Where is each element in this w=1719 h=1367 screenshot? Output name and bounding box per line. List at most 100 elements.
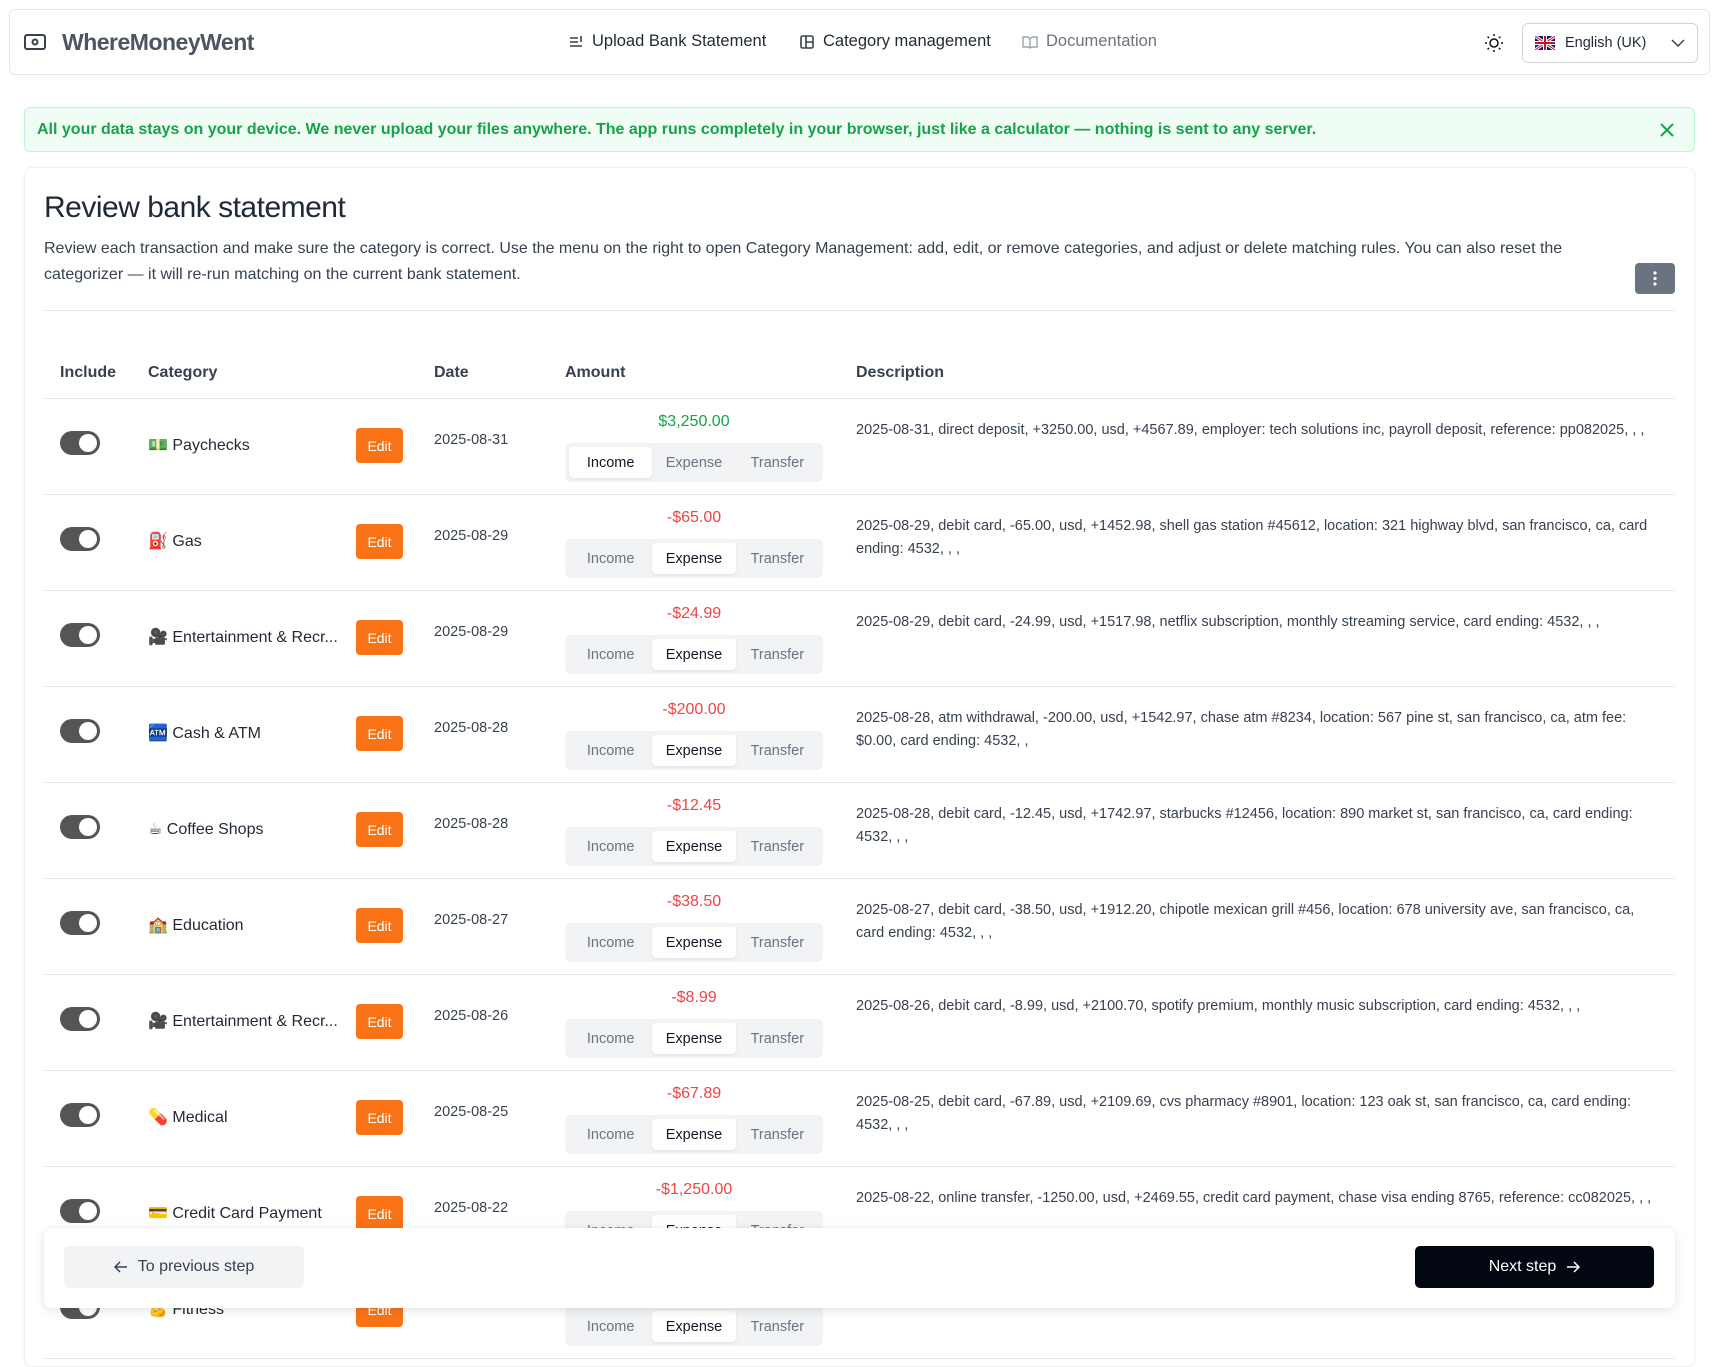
include-toggle[interactable] <box>60 719 100 743</box>
description: 2025-08-28, debit card, -12.45, usd, +17… <box>856 806 1633 845</box>
amount: $3,250.00 <box>658 413 730 430</box>
column-header: Category <box>148 364 218 381</box>
edit-button[interactable]: Edit <box>356 812 403 847</box>
type-option[interactable]: Income <box>586 1318 635 1335</box>
type-option[interactable]: Income <box>569 447 653 478</box>
include-toggle[interactable] <box>60 431 100 455</box>
column-header: Description <box>856 364 945 381</box>
type-option[interactable]: Transfer <box>750 1030 805 1047</box>
amount: -$65.00 <box>666 509 722 526</box>
amount: -$24.99 <box>666 605 722 622</box>
include-toggle[interactable] <box>60 1007 100 1031</box>
footer-bar: To previous step Next step <box>44 1228 1675 1308</box>
button-text: Next step <box>1488 1258 1557 1275</box>
type-option[interactable]: Expense <box>652 735 736 766</box>
type-option[interactable]: Expense <box>652 543 736 574</box>
row-line <box>44 1166 1675 1167</box>
date: 2025-08-31 <box>434 432 509 448</box>
type-option[interactable]: Transfer <box>750 646 805 663</box>
row-line <box>44 590 1675 591</box>
menu-button[interactable] <box>1635 263 1675 294</box>
type-option[interactable]: Transfer <box>750 550 805 567</box>
type-option[interactable]: Transfer <box>750 1126 805 1143</box>
category: 💵 Paychecks <box>148 435 250 455</box>
chevron <box>1671 39 1685 48</box>
include-toggle[interactable] <box>60 815 100 839</box>
include-toggle[interactable] <box>60 1103 100 1127</box>
type-option[interactable]: Transfer <box>750 742 805 759</box>
row-line <box>44 686 1675 687</box>
include-toggle[interactable] <box>60 527 100 551</box>
type-option[interactable]: Income <box>586 646 635 663</box>
type-selector: Income Expense Transfer <box>565 1307 823 1346</box>
type-option[interactable]: Transfer <box>750 838 805 855</box>
brand[interactable]: WhereMoneyWent <box>62 29 254 55</box>
type-option[interactable]: Income <box>586 1030 635 1047</box>
language-select[interactable]: English (UK) <box>1522 23 1698 63</box>
category-name: Medical <box>172 1109 228 1126</box>
type-selector: Income Expense Transfer <box>565 1019 823 1058</box>
type-option[interactable]: Income <box>586 550 635 567</box>
type-option[interactable]: Income <box>586 742 635 759</box>
type-selector: Income Expense Transfer <box>565 731 823 770</box>
date: 2025-08-28 <box>434 816 509 832</box>
edit-button[interactable]: Edit <box>356 524 403 559</box>
type-selector: Income Expense Transfer <box>565 923 823 962</box>
category: 💊 Medical <box>148 1107 228 1127</box>
category-icon: ⛽ <box>148 533 168 550</box>
close-button[interactable] <box>1660 123 1674 137</box>
type-option[interactable]: Transfer <box>750 1318 805 1335</box>
type-option[interactable]: Income <box>586 934 635 951</box>
type-option[interactable]: Expense <box>652 1311 736 1342</box>
type-selector: Income Expense Transfer <box>565 635 823 674</box>
amount: -$67.89 <box>666 1085 722 1102</box>
type-selector: Income Expense Transfer <box>565 1115 823 1154</box>
type-option[interactable]: Expense <box>652 927 736 958</box>
description: 2025-08-27, debit card, -38.50, usd, +19… <box>856 902 1635 941</box>
nav-categories[interactable]: Category management <box>799 32 991 51</box>
edit-button[interactable]: Edit <box>356 620 403 655</box>
type-option[interactable]: Transfer <box>750 934 805 951</box>
include-toggle[interactable] <box>60 911 100 935</box>
theme-toggle[interactable] <box>1484 33 1504 53</box>
category-name: Credit Card Payment <box>172 1205 322 1222</box>
category-name: Gas <box>172 533 202 550</box>
include-toggle[interactable] <box>60 1199 100 1223</box>
edit-button[interactable]: Edit <box>356 428 403 463</box>
category-name: Coffee Shops <box>166 821 264 838</box>
edit-button[interactable]: Edit <box>356 1100 403 1135</box>
description: 2025-08-22, online transfer, -1250.00, u… <box>856 1190 1652 1206</box>
description: 2025-08-26, debit card, -8.99, usd, +210… <box>856 998 1581 1014</box>
edit-button[interactable]: Edit <box>356 1004 403 1039</box>
type-option[interactable]: Expense <box>652 831 736 862</box>
icon <box>1022 35 1038 49</box>
date: 2025-08-29 <box>434 528 509 544</box>
review-description: Review each transaction and make sure th… <box>44 240 1563 283</box>
type-option[interactable]: Expense <box>652 1119 736 1150</box>
nav-docs[interactable]: Documentation <box>1022 32 1157 51</box>
include-toggle[interactable] <box>60 623 100 647</box>
type-option[interactable]: Expense <box>665 454 723 471</box>
type-option[interactable]: Transfer <box>750 454 805 471</box>
edit-button[interactable]: Edit <box>356 908 403 943</box>
edit-button[interactable]: Edit <box>356 1196 403 1231</box>
column-header: Include <box>60 364 117 381</box>
type-option[interactable]: Expense <box>652 1023 736 1054</box>
type-option[interactable]: Income <box>586 838 635 855</box>
date: 2025-08-28 <box>434 720 509 736</box>
row-line <box>44 878 1675 879</box>
description: 2025-08-25, debit card, -67.89, usd, +21… <box>856 1094 1632 1133</box>
type-option[interactable]: Income <box>586 1126 635 1143</box>
type-option[interactable]: Expense <box>652 639 736 670</box>
row-line <box>44 1358 1675 1359</box>
privacy-banner: All your data stays on your device. We n… <box>24 107 1695 152</box>
description: 2025-08-29, debit card, -24.99, usd, +15… <box>856 614 1600 630</box>
button-text: To previous step <box>137 1258 255 1275</box>
next-button[interactable]: Next step <box>1415 1246 1654 1288</box>
previous-button[interactable]: To previous step <box>64 1246 304 1288</box>
edit-button[interactable]: Edit <box>356 716 403 751</box>
logo-icon <box>24 34 46 50</box>
type-selector: Income Expense Transfer <box>565 443 823 482</box>
nav-upload[interactable]: Upload Bank Statement <box>568 32 766 51</box>
nav-text: Documentation <box>1046 32 1157 50</box>
